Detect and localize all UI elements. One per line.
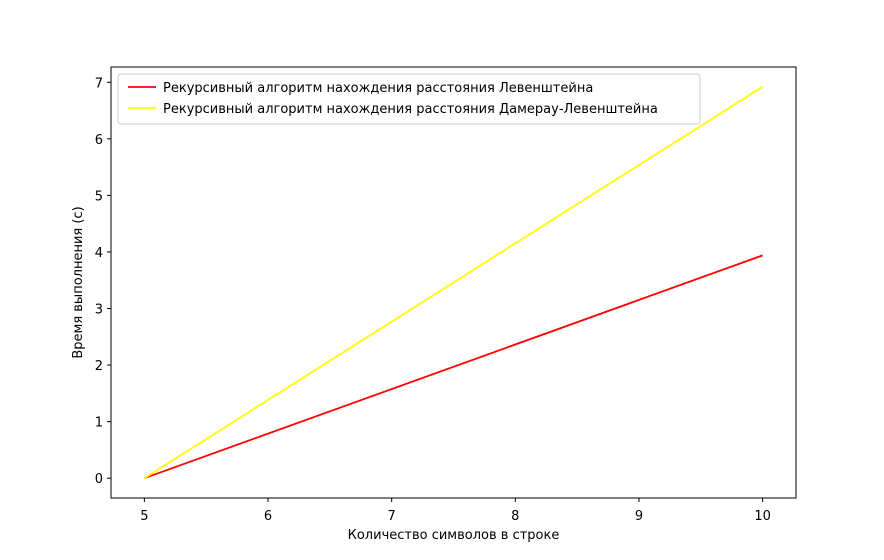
y-tick-label: 7 (95, 76, 103, 91)
series-line-2 (143, 86, 764, 479)
x-tick-label: 10 (754, 509, 771, 524)
legend: Рекурсивный алгоритм нахождения расстоян… (117, 73, 701, 125)
x-tick-label: 7 (388, 509, 396, 524)
legend-label: Рекурсивный алгоритм нахождения расстоян… (163, 81, 593, 96)
y-tick-label: 4 (95, 246, 103, 261)
x-axis-label: Количество символов в строке (348, 528, 560, 543)
series-line-1 (144, 254, 763, 480)
legend-box (117, 73, 701, 125)
series-layer (143, 86, 764, 480)
x-tick-label: 6 (264, 509, 272, 524)
x-axis-ticks: 5 6 7 8 9 10 (140, 498, 771, 524)
y-axis-ticks: 0 1 2 3 4 5 6 7 (95, 76, 111, 487)
x-tick-label: 5 (140, 509, 148, 524)
y-tick-label: 1 (95, 416, 103, 431)
y-tick-label: 0 (95, 472, 103, 487)
y-tick-label: 2 (95, 359, 103, 374)
y-tick-label: 3 (95, 303, 103, 318)
x-tick-label: 9 (635, 509, 643, 524)
y-tick-label: 6 (95, 133, 103, 148)
x-tick-label: 8 (511, 509, 519, 524)
plot-frame (110, 66, 797, 499)
y-tick-label: 5 (95, 189, 103, 204)
y-axis-label: Время выполнения (с) (71, 206, 86, 358)
legend-label: Рекурсивный алгоритм нахождения расстоян… (163, 102, 658, 117)
